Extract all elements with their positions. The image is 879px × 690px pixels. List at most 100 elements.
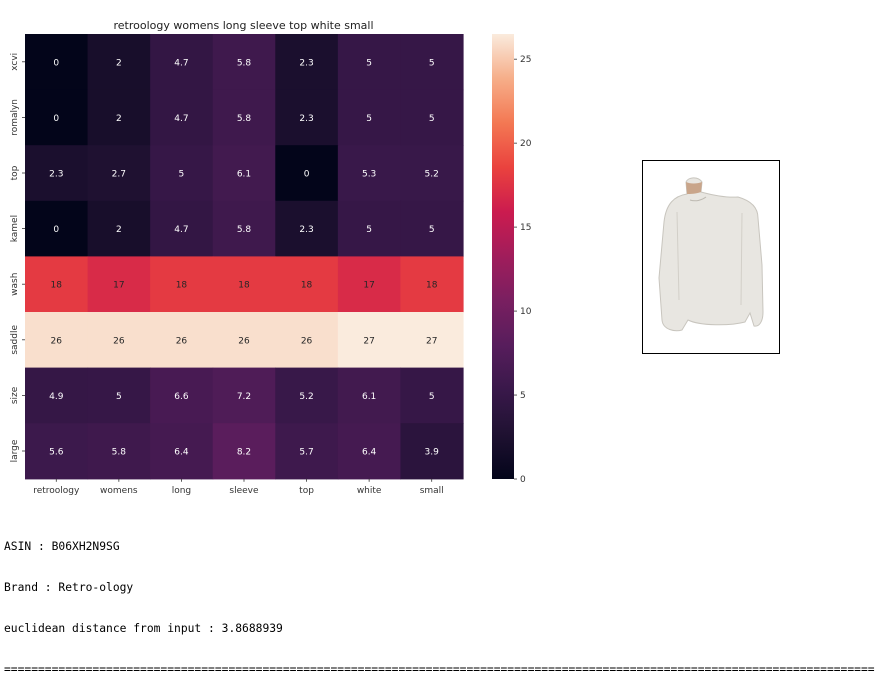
cell-label: 26 (176, 336, 188, 346)
heatmap-cell (337, 256, 402, 313)
x-tick-label: white (357, 486, 382, 496)
x-tick-label: top (299, 486, 314, 496)
product-image (642, 160, 780, 354)
heatmap-cell (400, 312, 464, 369)
cell-label: 5.8 (237, 114, 252, 124)
heatmap-cell (400, 34, 464, 91)
asin-text: ASIN : B06XH2N9SG (4, 540, 120, 554)
cell-label: 5.8 (112, 448, 127, 458)
colorbar-tick-label: 0 (520, 475, 526, 485)
cell-label: 17 (113, 281, 124, 291)
cell-label: 5.7 (299, 448, 313, 458)
cell-label: 2.3 (299, 58, 313, 68)
heatmap-cell (25, 256, 89, 313)
product-info: ASIN : B06XH2N9SG Brand : Retro-ology eu… (4, 513, 876, 690)
colorbar: 0 5 10 15 20 25 (492, 34, 532, 485)
cell-label: 5 (179, 170, 185, 180)
heatmap-cell (25, 312, 89, 369)
heatmap-cell (337, 423, 402, 480)
heatmap-cell (212, 312, 276, 369)
cell-label: 5 (116, 392, 122, 402)
cell-label: 2.3 (299, 114, 313, 124)
cell-label: 5.2 (425, 170, 439, 180)
cell-label: 18 (238, 281, 250, 291)
cell-label: 5.3 (362, 170, 376, 180)
heatmap-cell (275, 312, 339, 369)
cell-label: 2.7 (112, 170, 126, 180)
heatmap-cell (150, 34, 214, 91)
heatmap-cell (87, 34, 151, 91)
cell-label: 5.6 (49, 448, 64, 458)
cell-label: 6.1 (362, 392, 376, 402)
colorbar-tick-label: 15 (520, 223, 531, 233)
cell-label: 6.4 (362, 448, 377, 458)
cell-label: 2.3 (49, 170, 63, 180)
heatmap-cell (150, 256, 214, 313)
heatmap-cell (150, 200, 214, 257)
heatmap-cell (275, 423, 339, 480)
heatmap-cell (150, 423, 214, 480)
cell-label: 5 (366, 114, 372, 124)
y-tick-label: kamel (10, 215, 20, 242)
cell-label: 5 (366, 58, 372, 68)
heatmap-cell (212, 34, 276, 91)
white-long-sleeve-top-photo-icon (658, 177, 764, 332)
y-tick-label: top (10, 165, 20, 180)
heatmap-cell (212, 423, 276, 480)
heatmap-cell (87, 89, 151, 146)
heatmap-cell (337, 145, 402, 202)
y-tick-label: xcvi (10, 53, 20, 71)
cell-label: 18 (426, 281, 438, 291)
x-tick-label: small (420, 486, 444, 496)
cell-label: 5 (429, 225, 435, 235)
y-tick-label: saddle (10, 325, 20, 355)
cell-label: 27 (426, 336, 437, 346)
heatmap-cell (25, 89, 89, 146)
heatmap-cell (87, 367, 151, 424)
heatmap-cell (337, 34, 402, 91)
x-tick-label: retroology (33, 486, 80, 496)
colorbar-gradient (492, 34, 514, 479)
cell-label: 2 (116, 58, 122, 68)
heatmap-cell (212, 145, 276, 202)
heatmap-cell (25, 367, 89, 424)
heatmap-cell (87, 312, 151, 369)
cell-label: 4.7 (174, 58, 188, 68)
heatmap: 0 2 4.7 5.8 2.3 5 5 0 2 4.7 5.8 2.3 5 5 2.3 2.7 5 6.1 0 5.3… (25, 34, 464, 480)
cell-label: 5 (429, 114, 435, 124)
heatmap-cell (337, 367, 402, 424)
cell-label: 18 (301, 281, 313, 291)
heatmap-cell (212, 200, 276, 257)
heatmap-cell (150, 367, 214, 424)
cell-label: 7.2 (237, 392, 251, 402)
brand-text: Brand : Retro-ology (4, 580, 134, 594)
heatmap-cell (87, 200, 151, 257)
heatmap-cell (337, 312, 402, 369)
y-axis-labels: xcvi romalyn top kamel wash saddle size large (10, 53, 25, 462)
cell-label: 2.3 (299, 225, 313, 235)
cell-label: 0 (53, 114, 59, 124)
cell-label: 0 (304, 170, 310, 180)
heatmap-cell (400, 423, 464, 480)
heatmap-cell (400, 89, 464, 146)
cell-label: 6.1 (237, 170, 251, 180)
cell-label: 5.2 (299, 392, 313, 402)
heatmap-cell (275, 200, 339, 257)
colorbar-tick-label: 20 (520, 139, 532, 149)
heatmap-cell (25, 34, 89, 91)
distance-text: euclidean distance from input : 3.868893… (4, 621, 283, 635)
heatmap-cell (25, 145, 89, 202)
cell-label: 5.8 (237, 58, 252, 68)
cell-label: 5 (429, 58, 435, 68)
cell-label: 26 (238, 336, 250, 346)
separator-line: ========================================… (4, 662, 875, 676)
heatmap-cell (275, 256, 339, 313)
cell-label: 0 (53, 58, 59, 68)
cell-label: 5.8 (237, 225, 252, 235)
heatmap-cell (275, 34, 339, 91)
x-tick-label: womens (100, 486, 138, 496)
cell-label: 2 (116, 114, 122, 124)
x-tick-label: sleeve (229, 486, 259, 496)
chart-title: retroology womens long sleeve top white … (113, 19, 373, 32)
cell-label: 4.7 (174, 114, 188, 124)
